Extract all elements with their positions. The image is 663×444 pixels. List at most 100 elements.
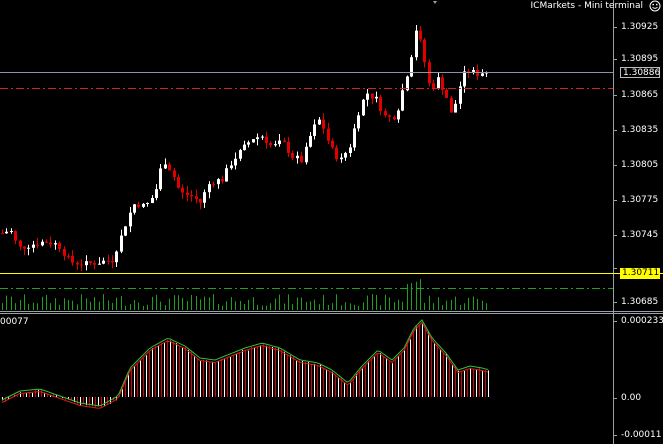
candle-body [80, 264, 83, 266]
candle-body [208, 184, 211, 193]
candle-body [441, 77, 444, 90]
candle-body [155, 189, 158, 198]
candle-body [318, 119, 321, 125]
candle-body [256, 137, 259, 140]
candle-body [45, 241, 48, 243]
candle-body [49, 242, 52, 245]
candle-body [419, 30, 422, 40]
candle-body [243, 144, 246, 151]
candle-body [124, 226, 127, 236]
price-tick: 1.30925 [621, 22, 659, 32]
candle-body [120, 235, 123, 252]
candle-body [432, 83, 435, 89]
candle-body [129, 212, 132, 227]
candlesticks [1, 24, 488, 272]
terminal-title: ICMarkets - Mini terminal [530, 1, 643, 11]
candle-body [437, 77, 440, 89]
candle-body [472, 69, 475, 72]
candle-body [335, 147, 338, 160]
level-price-tag[interactable]: 1.30711 [620, 268, 660, 279]
candle-body [283, 140, 286, 142]
candle-body [291, 153, 294, 159]
candle-body [388, 115, 391, 117]
candle-body [305, 146, 308, 163]
candle-body [371, 93, 374, 99]
candle-body [27, 247, 30, 249]
indicator-tick: 0.00 [621, 393, 642, 403]
candle-body [234, 158, 237, 166]
candle-body [331, 140, 334, 148]
candle-body [146, 203, 149, 205]
candle-body [142, 203, 145, 207]
candle-body [212, 184, 215, 186]
indicator-value-label: 00077 [0, 317, 29, 327]
candle-body [379, 96, 382, 112]
candle-body [151, 197, 154, 204]
candle-body [450, 97, 453, 113]
candle-body [406, 76, 409, 91]
price-tick: 1.30805 [621, 160, 659, 170]
candle-body [199, 198, 202, 203]
candle-body [102, 260, 105, 264]
signal-line [1, 319, 489, 407]
candle-body [1, 233, 4, 235]
candle-body [159, 168, 162, 190]
candle-body [344, 152, 347, 158]
candle-body [190, 194, 193, 197]
candle-body [296, 155, 299, 159]
candle-body [71, 255, 74, 263]
scroll-marker-icon [433, 1, 437, 4]
candle-body [247, 142, 250, 145]
candle-body [340, 157, 343, 160]
candle-body [107, 260, 110, 262]
candle-body [322, 119, 325, 129]
candle-body [481, 73, 484, 76]
price-tick: 1.30745 [621, 230, 659, 240]
signal-line-red [1, 321, 489, 409]
candle-body [115, 251, 118, 263]
candle-body [287, 141, 290, 154]
candle-body [137, 204, 140, 207]
current-price-tag: 1.30886 [620, 67, 660, 78]
candle-body [93, 263, 96, 265]
price-tick: 1.30865 [621, 90, 659, 100]
candle-body [19, 240, 22, 247]
volume-bars [2, 279, 487, 310]
candle-body [309, 135, 312, 147]
candle-body [384, 111, 387, 116]
candle-body [217, 179, 220, 185]
price-tick: 1.30895 [621, 54, 659, 64]
candle-body [300, 155, 303, 163]
candle-body [230, 165, 233, 169]
candle-body [467, 71, 470, 73]
candle-body [10, 231, 13, 233]
candle-body [397, 110, 400, 120]
candle-body [58, 243, 61, 249]
candle-body [261, 136, 264, 138]
candle-body [36, 244, 39, 246]
candle-body [239, 150, 242, 159]
candle-body [445, 89, 448, 98]
candle-body [67, 255, 70, 257]
candle-body [362, 99, 365, 116]
candle-body [164, 164, 167, 169]
candle-body [349, 147, 352, 153]
candle-body [133, 204, 136, 213]
axis-ticks [613, 27, 617, 436]
candle-body [203, 192, 206, 203]
candle-body [415, 30, 418, 58]
candle-body [85, 261, 88, 266]
candle-body [375, 96, 378, 99]
candle-body [221, 179, 224, 182]
candle-body [63, 248, 66, 256]
candle-body [269, 143, 272, 146]
candle-body [366, 93, 369, 100]
candle-body [76, 262, 79, 265]
smiley-icon[interactable] [649, 0, 661, 12]
candle-body [401, 90, 404, 111]
candle-body [459, 86, 462, 104]
candle-body [463, 71, 466, 87]
candle-body [168, 164, 171, 171]
candle-body [181, 187, 184, 193]
